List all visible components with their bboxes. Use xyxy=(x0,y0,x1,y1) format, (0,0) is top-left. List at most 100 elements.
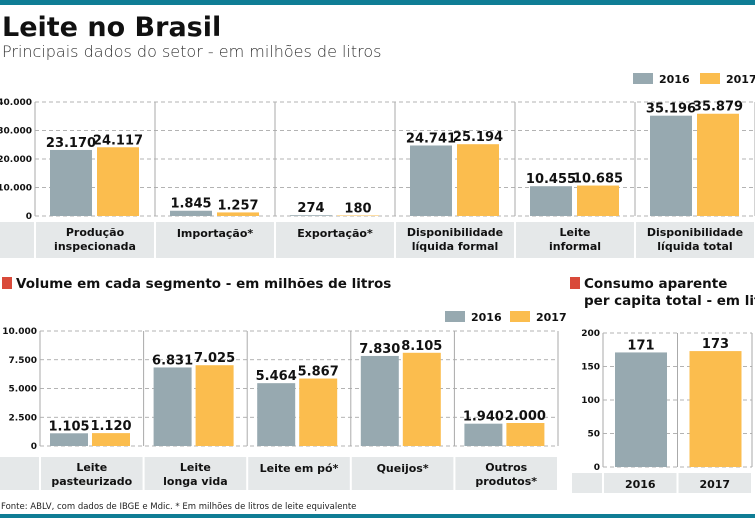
y-tick-label: 7.500 xyxy=(9,356,37,366)
bar-2016 xyxy=(153,367,192,446)
data-label: 7.025 xyxy=(194,351,235,366)
y-tick-label: 40.000 xyxy=(0,98,32,108)
chart-segment-title: Volume em cada segmento - em milhões de … xyxy=(16,276,391,292)
bar-2016 xyxy=(464,423,503,446)
bar-2017 xyxy=(299,378,338,446)
data-label: 1.105 xyxy=(48,419,89,434)
bar-2017 xyxy=(577,185,619,216)
category-label: Disponibilidade xyxy=(647,226,743,239)
category-label: Queijos* xyxy=(377,462,429,475)
data-label: 35.879 xyxy=(693,100,743,115)
bar-2016 xyxy=(410,145,452,216)
chart-per-capita-title-line1: Consumo aparente xyxy=(584,276,727,292)
category-label: Leite xyxy=(76,461,107,474)
bar-2016 xyxy=(530,186,572,216)
category-label: Produção xyxy=(66,226,125,239)
data-label: 6.831 xyxy=(152,353,193,368)
y-tick-label: 200 xyxy=(581,329,600,339)
data-label: 274 xyxy=(297,201,324,216)
chart-per-capita-title-line2: per capita total - em litros xyxy=(584,293,755,309)
data-label: 24.741 xyxy=(406,131,456,146)
bar-2017 xyxy=(457,144,499,216)
y-tick-label: 10.000 xyxy=(2,327,37,337)
bar-2016 xyxy=(650,115,692,216)
category-label: inspecionada xyxy=(54,240,136,253)
category-label: Outros xyxy=(485,461,527,474)
category-label: líquida total xyxy=(657,240,732,253)
data-label: 2.000 xyxy=(505,409,546,424)
category-label: 2017 xyxy=(699,478,730,491)
y-tick-label: 10.000 xyxy=(0,184,32,194)
y-tick-label: 20.000 xyxy=(0,155,32,165)
data-label: 180 xyxy=(344,201,371,216)
bar-2017 xyxy=(92,433,130,446)
data-label: 24.117 xyxy=(93,133,143,148)
legend-label-2017: 2017 xyxy=(536,311,567,324)
bar-2017 xyxy=(337,215,379,216)
category-label: pasteurizado xyxy=(51,475,132,488)
data-label: 35.196 xyxy=(646,102,696,117)
bar-2016 xyxy=(290,215,332,216)
bar-2016 xyxy=(360,355,399,446)
data-label: 10.685 xyxy=(573,172,623,187)
legend-swatch-2017 xyxy=(510,311,530,322)
data-label: 5.867 xyxy=(298,365,339,380)
category-label: Disponibilidade xyxy=(407,226,503,239)
legend-swatch-2016 xyxy=(633,73,653,84)
category-label: Importação* xyxy=(177,227,254,240)
legend-swatch-2016 xyxy=(445,311,465,322)
bar-2016 xyxy=(170,210,212,216)
bar-2016 xyxy=(50,433,88,446)
category-band xyxy=(0,457,558,490)
category-label: Leite em pó* xyxy=(260,462,339,475)
data-label: 10.455 xyxy=(526,172,576,187)
y-tick-label: 5.000 xyxy=(9,385,37,395)
data-label: 171 xyxy=(627,338,654,353)
category-label: informal xyxy=(549,240,601,253)
category-label: Exportação* xyxy=(297,227,373,240)
chart-per-capita: 0 50 100 150 200 171 2016 173 2017 xyxy=(572,329,753,493)
data-label: 23.170 xyxy=(46,136,96,151)
bottom-accent-bar xyxy=(0,514,755,518)
source-note: Fonte: ABLV, com dados de IBGE e Mdic. *… xyxy=(1,502,356,512)
category-label: líquida formal xyxy=(412,240,499,253)
data-label: 7.830 xyxy=(359,342,400,357)
bar-2017 xyxy=(689,351,742,467)
legend-label-2016: 2016 xyxy=(659,73,690,86)
bar-2017 xyxy=(697,113,739,216)
bar-2017 xyxy=(97,147,139,216)
category-label: Leite xyxy=(560,226,591,239)
data-label: 25.194 xyxy=(453,130,503,145)
page-title: Leite no Brasil xyxy=(2,12,221,43)
category-label: produtos* xyxy=(475,475,537,488)
y-tick-label: 0 xyxy=(26,212,32,222)
y-tick-label: 30.000 xyxy=(0,127,32,137)
category-label: longa vida xyxy=(163,475,228,488)
y-tick-label: 100 xyxy=(581,396,600,406)
y-tick-label: 150 xyxy=(581,363,600,373)
top-accent-bar xyxy=(0,0,755,5)
data-label: 173 xyxy=(702,337,729,352)
data-label: 1.120 xyxy=(90,419,131,434)
bar-2017 xyxy=(195,365,234,446)
bar-2017 xyxy=(217,212,259,216)
category-band xyxy=(572,473,752,493)
category-band xyxy=(0,222,755,258)
y-tick-label: 2.500 xyxy=(9,413,37,423)
legend-label-2017: 2017 xyxy=(726,73,755,86)
section-marker xyxy=(2,277,12,289)
category-label: 2016 xyxy=(625,478,656,491)
data-label: 1.845 xyxy=(170,197,211,212)
data-label: 1.940 xyxy=(463,410,504,425)
y-tick-label: 0 xyxy=(594,463,600,473)
bar-2016 xyxy=(615,352,667,467)
legend-swatch-2017 xyxy=(700,73,720,84)
category-label: Leite xyxy=(180,461,211,474)
bar-2017 xyxy=(402,352,441,446)
bar-2016 xyxy=(50,149,92,216)
bar-2016 xyxy=(257,383,296,446)
